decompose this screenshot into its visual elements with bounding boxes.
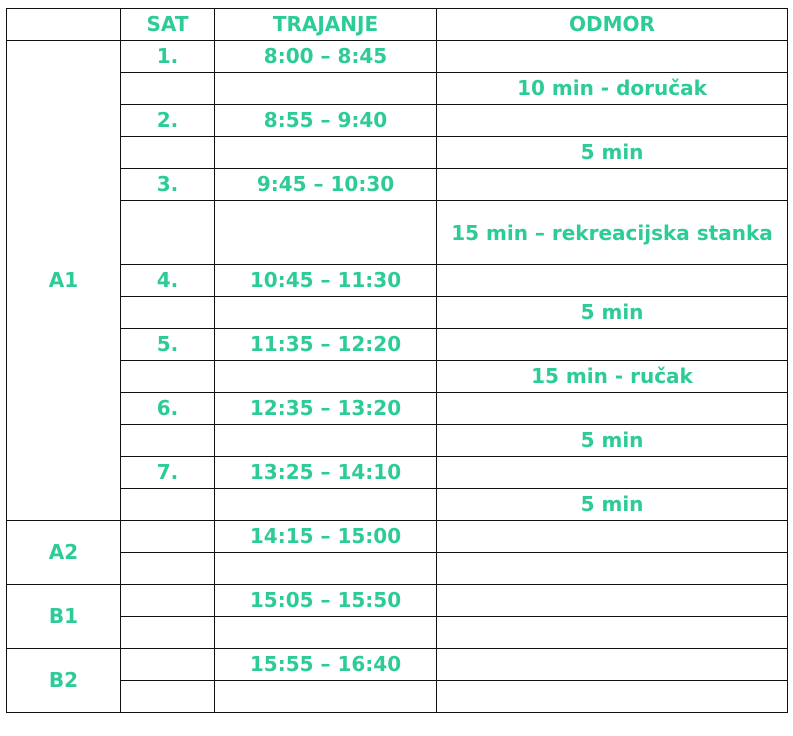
trajanje-cell [214,72,437,105]
header-group [6,8,121,41]
group-label: B1 [6,584,121,649]
header-row: SAT TRAJANJE ODMOR [6,8,788,41]
schedule-table: SAT TRAJANJE ODMOR A1 1. 8:00 – 8:45 10 min… [6,8,788,713]
odmor-cell [436,40,788,73]
sat-cell: 4. [120,264,215,297]
sat-cell [120,584,215,617]
trajanje-cell: 9:45 – 10:30 [214,168,437,201]
sat-cell [120,680,215,713]
odmor-cell: 15 min – rekreacijska stanka [436,200,788,265]
trajanje-cell [214,680,437,713]
group-label: A2 [6,520,121,585]
sat-cell [120,424,215,457]
table-row: 5 min [7,424,788,457]
sat-cell [120,520,215,553]
table-row: 5 min [7,296,788,329]
table-row: 15 min – rekreacijska stanka [7,200,788,265]
trajanje-cell: 10:45 – 11:30 [214,264,437,297]
trajanje-cell: 15:05 – 15:50 [214,584,437,617]
group-label: B2 [6,648,121,713]
trajanje-cell: 13:25 – 14:10 [214,456,437,489]
odmor-cell [436,616,788,649]
trajanje-cell: 12:35 – 13:20 [214,392,437,425]
table-row: 5 min [7,488,788,521]
trajanje-cell [214,488,437,521]
trajanje-cell: 8:55 – 9:40 [214,104,437,137]
odmor-cell [436,456,788,489]
table-row [7,552,788,585]
trajanje-cell [214,296,437,329]
trajanje-cell: 11:35 – 12:20 [214,328,437,361]
trajanje-cell [214,616,437,649]
sat-cell [120,72,215,105]
sat-cell [120,136,215,169]
table-row: 15 min - ručak [7,360,788,393]
table-row: A1 1. 8:00 – 8:45 [6,40,788,521]
odmor-cell: 5 min [436,296,788,329]
sat-cell: 6. [120,392,215,425]
table-row: 6. 12:35 – 13:20 [7,392,788,425]
sat-cell [120,296,215,329]
odmor-cell [436,584,788,617]
sat-cell [120,488,215,521]
odmor-cell: 5 min [436,136,788,169]
odmor-cell: 15 min - ručak [436,360,788,393]
sat-cell: 2. [120,104,215,137]
table-row: A2 14:15 – 15:00 [6,520,788,585]
odmor-cell [436,648,788,681]
sat-cell [120,360,215,393]
table-row: 5 min [7,136,788,169]
trajanje-cell: 15:55 – 16:40 [214,648,437,681]
odmor-cell: 10 min - doručak [436,72,788,105]
odmor-cell: 5 min [436,488,788,521]
odmor-cell [436,264,788,297]
sat-cell: 1. [120,40,215,73]
trajanje-cell [214,360,437,393]
odmor-cell [436,392,788,425]
trajanje-cell [214,136,437,169]
table-row: 5. 11:35 – 12:20 [7,328,788,361]
odmor-cell [436,520,788,553]
sat-cell: 7. [120,456,215,489]
sat-cell [120,200,215,265]
sat-cell [120,552,215,585]
odmor-cell [436,104,788,137]
odmor-cell [436,328,788,361]
trajanje-cell [214,552,437,585]
table-row [7,616,788,649]
sat-cell [120,616,215,649]
header-odmor: ODMOR [436,8,788,41]
table-row: B2 15:55 – 16:40 [6,648,788,713]
schedule-body: A1 1. 8:00 – 8:45 10 min - doručak 2. 8:55 – … [6,40,788,713]
odmor-cell [436,552,788,585]
trajanje-cell [214,424,437,457]
table-row: 10 min - doručak [7,72,788,105]
odmor-cell [436,680,788,713]
table-row: B1 15:05 – 15:50 [6,584,788,649]
table-row: 7. 13:25 – 14:10 [7,456,788,489]
sat-cell: 5. [120,328,215,361]
table-row: 2. 8:55 – 9:40 [7,104,788,137]
group-label: A1 [6,40,121,521]
trajanje-cell: 14:15 – 15:00 [214,520,437,553]
table-row: 3. 9:45 – 10:30 [7,168,788,201]
odmor-cell [436,168,788,201]
trajanje-cell [214,200,437,265]
trajanje-cell: 8:00 – 8:45 [214,40,437,73]
table-row: 4. 10:45 – 11:30 [7,264,788,297]
table-row [7,680,788,713]
sat-cell: 3. [120,168,215,201]
header-trajanje: TRAJANJE [214,8,437,41]
odmor-cell: 5 min [436,424,788,457]
sat-cell [120,648,215,681]
header-sat: SAT [120,8,215,41]
